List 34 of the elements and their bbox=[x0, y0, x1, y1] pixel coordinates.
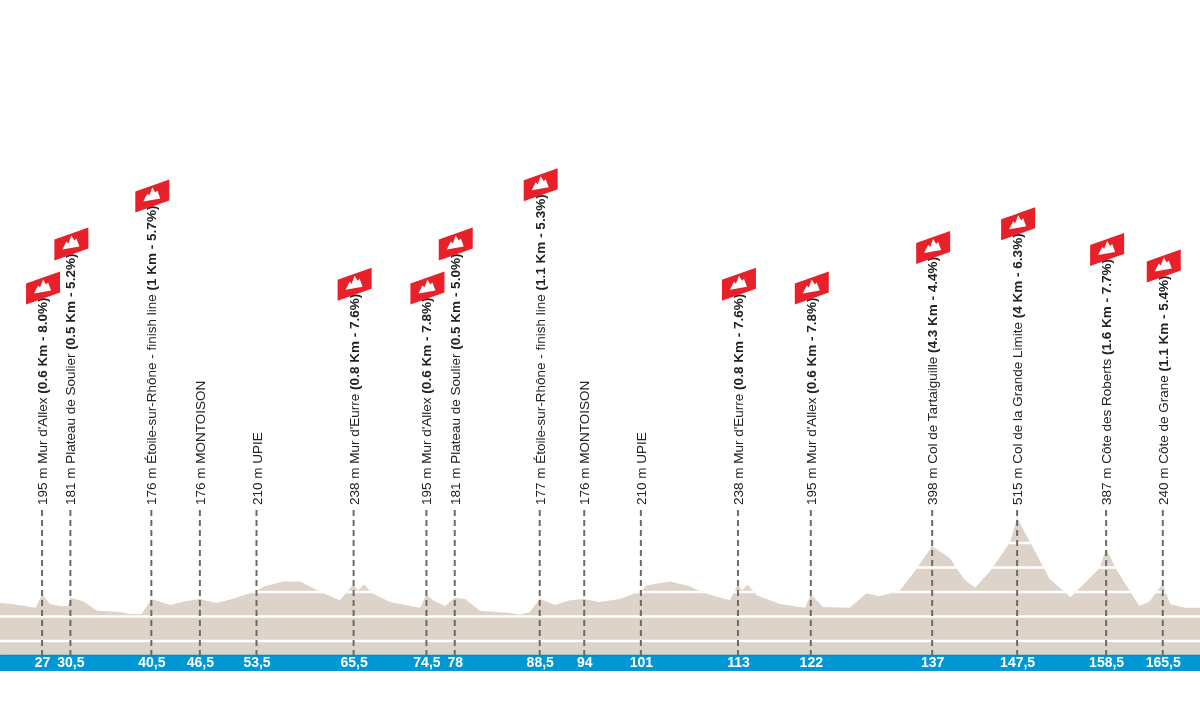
x-tick-label: 53,5 bbox=[243, 653, 271, 670]
x-tick-label: 137 bbox=[920, 653, 945, 670]
x-tick-label: 74,5 bbox=[413, 653, 441, 670]
x-tick-label: 78 bbox=[447, 653, 464, 670]
x-tick-label: 46,5 bbox=[186, 653, 215, 670]
text: 210 m UPIE bbox=[633, 432, 649, 505]
text: 195 m Mur d'Allex (0.6 Km - 8.0%) bbox=[35, 297, 51, 505]
text: 181 m Plateau de Soulier (0.5 Km - 5.2%) bbox=[63, 253, 79, 505]
text: 177 m Étoile-sur-Rhône - finish line (1.1 Km - 5.3%) bbox=[532, 194, 548, 505]
x-tick-label: 158,5 bbox=[1089, 653, 1125, 670]
text: 195 m Mur d'Allex (0.6 Km - 7.8%) bbox=[803, 297, 819, 505]
text: 195 m Mur d'Allex (0.6 Km - 7.8%) bbox=[419, 297, 435, 505]
text: 176 m MONTOISON bbox=[577, 380, 593, 505]
x-tick-label: 94 bbox=[576, 653, 593, 670]
x-tick-label: 113 bbox=[727, 653, 750, 670]
text: 387 m Côte des Roberts (1.6 Km - 7.7%) bbox=[1099, 258, 1115, 505]
text: 176 m MONTOISON bbox=[192, 380, 208, 505]
text: 238 m Mur d'Eurre (0.8 Km - 7.6%) bbox=[730, 293, 746, 505]
x-tick-label: 40,5 bbox=[138, 653, 166, 670]
x-tick-label: 147,5 bbox=[1000, 653, 1036, 670]
text: 210 m UPIE bbox=[249, 432, 265, 505]
x-tick-label: 101 bbox=[629, 653, 654, 670]
text: 238 m Mur d'Eurre (0.8 Km - 7.6%) bbox=[346, 293, 362, 505]
x-tick-label: 88,5 bbox=[526, 653, 555, 670]
x-tick-label: 165,5 bbox=[1145, 653, 1181, 670]
text: 398 m Col de Tartaiguille (4.3 Km - 4.4%) bbox=[925, 256, 941, 505]
x-tick-label: 65,5 bbox=[340, 653, 368, 670]
x-tick-label: 122 bbox=[799, 653, 824, 670]
text: 515 m Col de la Grande Limite (4 Km - 6.3%) bbox=[1010, 233, 1026, 505]
x-tick-label: 27 bbox=[34, 653, 51, 670]
text: 240 m Côte de Grane (1.1 Km - 5.4%) bbox=[1155, 275, 1171, 505]
text: 181 m Plateau de Soulier (0.5 Km - 5.0%) bbox=[447, 253, 463, 505]
text: 176 m Étoile-sur-Rhône - finish line (1 Km - 5.7%) bbox=[144, 205, 160, 505]
x-tick-label: 30,5 bbox=[57, 653, 85, 670]
